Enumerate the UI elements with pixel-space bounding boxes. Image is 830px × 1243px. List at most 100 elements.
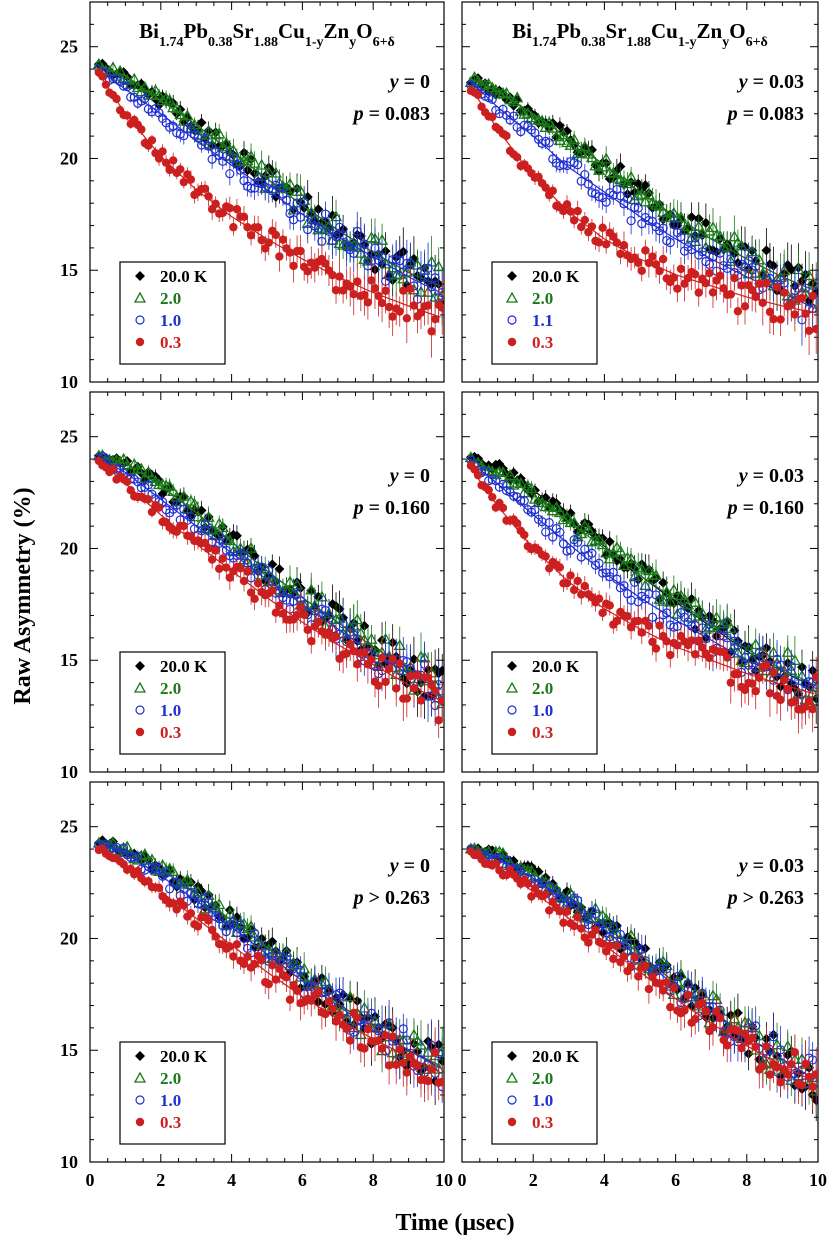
series-3 (94, 64, 444, 322)
data-point (138, 80, 151, 92)
data-point (438, 696, 444, 705)
data-point (186, 512, 196, 522)
legend-label: 0.3 (532, 333, 553, 352)
data-point (660, 585, 673, 597)
data-point (432, 260, 444, 272)
data-point (603, 552, 616, 564)
data-point (314, 987, 323, 997)
data-point (482, 464, 495, 476)
data-point (518, 107, 531, 119)
data-point (779, 675, 789, 685)
data-point (149, 84, 162, 96)
data-point (416, 696, 426, 705)
legend-label: 2.0 (160, 289, 181, 308)
data-point (303, 625, 312, 635)
data-point (388, 1032, 397, 1041)
data-point (381, 677, 390, 687)
data-point (307, 636, 316, 646)
data-point (388, 255, 398, 265)
data-point (555, 893, 565, 903)
series-layer (464, 842, 818, 1122)
data-point (598, 608, 607, 618)
data-point (708, 252, 718, 262)
data-point (690, 650, 700, 659)
data-point (135, 462, 148, 474)
data-point (225, 573, 235, 582)
data-point (165, 165, 174, 175)
data-point (582, 523, 595, 535)
data-point (381, 286, 390, 296)
data-point (762, 661, 771, 670)
data-point (733, 307, 743, 316)
x-tick-label: 4 (600, 1170, 609, 1190)
data-point (722, 633, 732, 643)
data-point (740, 302, 750, 311)
y-tick-label: 15 (60, 1040, 78, 1060)
data-point (246, 183, 256, 193)
data-point (585, 151, 599, 163)
data-point (172, 878, 182, 888)
data-point (119, 81, 129, 91)
legend-label: 1.0 (160, 701, 181, 720)
data-point (644, 589, 654, 599)
data-point (641, 246, 650, 255)
y-tick-label: 25 (60, 427, 78, 447)
legend-label: 20.0 K (160, 1047, 208, 1066)
data-point (390, 268, 403, 280)
data-point (619, 240, 629, 250)
data-point (690, 270, 700, 279)
data-point (658, 254, 668, 264)
data-point (108, 464, 118, 474)
data-point (154, 503, 164, 512)
data-point (637, 266, 646, 275)
data-point (544, 518, 554, 528)
data-point (569, 216, 579, 225)
data-point (154, 154, 164, 163)
data-point (303, 267, 312, 276)
data-point (790, 697, 800, 706)
data-point (768, 260, 779, 271)
legend-marker (505, 681, 519, 693)
data-point (544, 881, 554, 891)
data-point (204, 192, 213, 201)
x-tick-label: 8 (369, 1170, 378, 1190)
data-point (108, 843, 118, 853)
data-point (335, 1011, 344, 1020)
data-point (509, 491, 519, 501)
data-point (423, 1076, 433, 1086)
data-point (342, 649, 351, 658)
data-point (596, 160, 609, 172)
data-point (152, 89, 166, 101)
data-point (612, 616, 622, 626)
data-point (154, 883, 164, 893)
data-point (580, 581, 590, 591)
legend-label: 1.0 (532, 701, 553, 720)
data-point (473, 470, 483, 480)
data-point (246, 231, 256, 240)
data-point (235, 165, 246, 175)
data-point (598, 223, 607, 232)
data-point (176, 165, 185, 174)
data-point (406, 1052, 415, 1061)
data-point (106, 61, 120, 73)
data-point (676, 264, 686, 274)
data-point (692, 220, 705, 232)
data-point (101, 80, 111, 89)
x-axis-title: Time (μsec) (395, 1210, 514, 1236)
data-point (296, 603, 305, 612)
data-point (601, 240, 611, 249)
data-point (331, 231, 341, 242)
data-point (167, 485, 180, 497)
chart-panel-4: y = 0.03 p = 0.160 20.0 K 2.0 1.0 0.3 (461, 391, 819, 773)
data-point (239, 212, 249, 221)
data-point (644, 215, 654, 226)
data-point (338, 230, 348, 240)
data-point (612, 238, 622, 247)
data-point (384, 1018, 394, 1028)
data-point (377, 1023, 387, 1033)
data-point (150, 863, 161, 873)
data-point (781, 645, 794, 657)
data-point (594, 238, 604, 247)
annotation-2: p = 0.160 (352, 497, 430, 519)
y-tick-label: 15 (60, 260, 78, 280)
